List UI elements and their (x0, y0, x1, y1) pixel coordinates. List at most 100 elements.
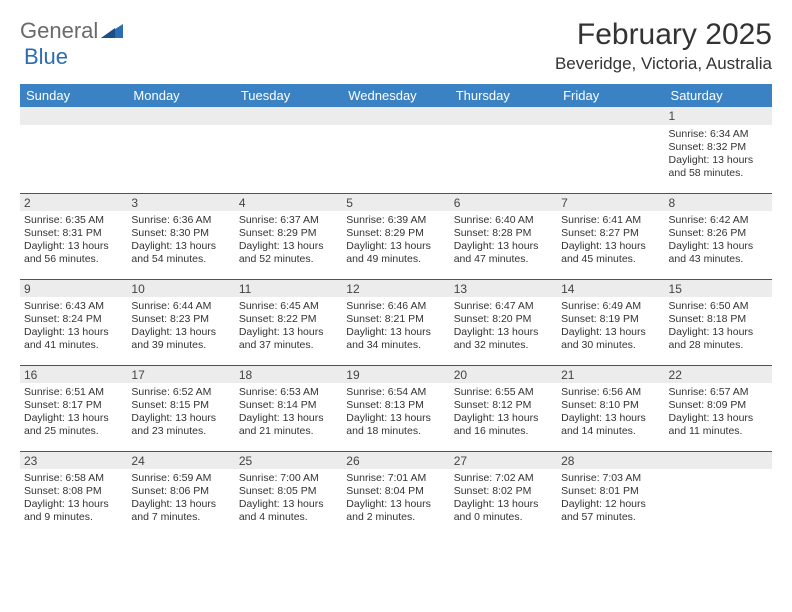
sunset-text: Sunset: 8:29 PM (346, 227, 445, 240)
day-number: 5 (342, 193, 449, 211)
sunrise-text: Sunrise: 6:45 AM (239, 300, 338, 313)
sunset-text: Sunset: 8:15 PM (131, 399, 230, 412)
day-details (450, 125, 557, 132)
calendar-cell: 1Sunrise: 6:34 AMSunset: 8:32 PMDaylight… (665, 107, 772, 193)
day-details (557, 125, 664, 132)
day-details: Sunrise: 6:35 AMSunset: 8:31 PMDaylight:… (20, 211, 127, 271)
day-number: 6 (450, 193, 557, 211)
sunrise-text: Sunrise: 6:58 AM (24, 472, 123, 485)
sunset-text: Sunset: 8:30 PM (131, 227, 230, 240)
sunrise-text: Sunrise: 6:50 AM (669, 300, 768, 313)
col-sunday: Sunday (20, 84, 127, 107)
calendar-cell: 15Sunrise: 6:50 AMSunset: 8:18 PMDayligh… (665, 279, 772, 365)
calendar-cell: 27Sunrise: 7:02 AMSunset: 8:02 PMDayligh… (450, 451, 557, 537)
calendar-body: 1Sunrise: 6:34 AMSunset: 8:32 PMDaylight… (20, 107, 772, 537)
daylight-text: Daylight: 13 hours and 28 minutes. (669, 326, 768, 352)
sunset-text: Sunset: 8:28 PM (454, 227, 553, 240)
day-number: 19 (342, 365, 449, 383)
day-details: Sunrise: 7:02 AMSunset: 8:02 PMDaylight:… (450, 469, 557, 529)
day-details: Sunrise: 6:51 AMSunset: 8:17 PMDaylight:… (20, 383, 127, 443)
sunrise-text: Sunrise: 6:34 AM (669, 128, 768, 141)
day-details: Sunrise: 6:59 AMSunset: 8:06 PMDaylight:… (127, 469, 234, 529)
sunrise-text: Sunrise: 6:46 AM (346, 300, 445, 313)
day-details: Sunrise: 6:49 AMSunset: 8:19 PMDaylight:… (557, 297, 664, 357)
day-details: Sunrise: 6:40 AMSunset: 8:28 PMDaylight:… (450, 211, 557, 271)
day-details: Sunrise: 6:46 AMSunset: 8:21 PMDaylight:… (342, 297, 449, 357)
day-number (127, 107, 234, 125)
day-number: 4 (235, 193, 342, 211)
logo-text-1: General (20, 18, 98, 44)
calendar-cell: 19Sunrise: 6:54 AMSunset: 8:13 PMDayligh… (342, 365, 449, 451)
day-details: Sunrise: 6:42 AMSunset: 8:26 PMDaylight:… (665, 211, 772, 271)
sunrise-text: Sunrise: 6:52 AM (131, 386, 230, 399)
day-number: 7 (557, 193, 664, 211)
calendar-cell: 24Sunrise: 6:59 AMSunset: 8:06 PMDayligh… (127, 451, 234, 537)
title-block: February 2025 Beveridge, Victoria, Austr… (555, 18, 772, 74)
daylight-text: Daylight: 13 hours and 21 minutes. (239, 412, 338, 438)
daylight-text: Daylight: 13 hours and 23 minutes. (131, 412, 230, 438)
day-number: 21 (557, 365, 664, 383)
daylight-text: Daylight: 13 hours and 58 minutes. (669, 154, 768, 180)
day-details (235, 125, 342, 132)
calendar-cell (235, 107, 342, 193)
daylight-text: Daylight: 13 hours and 2 minutes. (346, 498, 445, 524)
day-number: 13 (450, 279, 557, 297)
sunset-text: Sunset: 8:32 PM (669, 141, 768, 154)
day-number: 12 (342, 279, 449, 297)
sunrise-text: Sunrise: 7:00 AM (239, 472, 338, 485)
col-thursday: Thursday (450, 84, 557, 107)
day-number (342, 107, 449, 125)
sunset-text: Sunset: 8:09 PM (669, 399, 768, 412)
daylight-text: Daylight: 13 hours and 32 minutes. (454, 326, 553, 352)
calendar-cell: 28Sunrise: 7:03 AMSunset: 8:01 PMDayligh… (557, 451, 664, 537)
sunrise-text: Sunrise: 7:02 AM (454, 472, 553, 485)
sunset-text: Sunset: 8:04 PM (346, 485, 445, 498)
calendar-row: 1Sunrise: 6:34 AMSunset: 8:32 PMDaylight… (20, 107, 772, 193)
sunrise-text: Sunrise: 6:36 AM (131, 214, 230, 227)
sunset-text: Sunset: 8:08 PM (24, 485, 123, 498)
logo-triangle-icon (101, 18, 123, 44)
day-details: Sunrise: 6:52 AMSunset: 8:15 PMDaylight:… (127, 383, 234, 443)
daylight-text: Daylight: 13 hours and 30 minutes. (561, 326, 660, 352)
day-number: 27 (450, 451, 557, 469)
calendar-table: Sunday Monday Tuesday Wednesday Thursday… (20, 84, 772, 537)
day-number: 2 (20, 193, 127, 211)
calendar-cell: 4Sunrise: 6:37 AMSunset: 8:29 PMDaylight… (235, 193, 342, 279)
day-details: Sunrise: 6:34 AMSunset: 8:32 PMDaylight:… (665, 125, 772, 185)
sunset-text: Sunset: 8:20 PM (454, 313, 553, 326)
day-number: 22 (665, 365, 772, 383)
sunset-text: Sunset: 8:26 PM (669, 227, 768, 240)
sunset-text: Sunset: 8:12 PM (454, 399, 553, 412)
day-number: 3 (127, 193, 234, 211)
sunrise-text: Sunrise: 6:56 AM (561, 386, 660, 399)
calendar-cell: 21Sunrise: 6:56 AMSunset: 8:10 PMDayligh… (557, 365, 664, 451)
day-number: 9 (20, 279, 127, 297)
day-number: 1 (665, 107, 772, 125)
sunset-text: Sunset: 8:21 PM (346, 313, 445, 326)
day-details: Sunrise: 7:01 AMSunset: 8:04 PMDaylight:… (342, 469, 449, 529)
sunset-text: Sunset: 8:17 PM (24, 399, 123, 412)
calendar-cell: 14Sunrise: 6:49 AMSunset: 8:19 PMDayligh… (557, 279, 664, 365)
calendar-cell: 5Sunrise: 6:39 AMSunset: 8:29 PMDaylight… (342, 193, 449, 279)
day-number (557, 107, 664, 125)
daylight-text: Daylight: 13 hours and 52 minutes. (239, 240, 338, 266)
col-monday: Monday (127, 84, 234, 107)
daylight-text: Daylight: 13 hours and 0 minutes. (454, 498, 553, 524)
daylight-text: Daylight: 13 hours and 37 minutes. (239, 326, 338, 352)
day-number: 24 (127, 451, 234, 469)
calendar-cell: 26Sunrise: 7:01 AMSunset: 8:04 PMDayligh… (342, 451, 449, 537)
sunset-text: Sunset: 8:05 PM (239, 485, 338, 498)
sunrise-text: Sunrise: 6:59 AM (131, 472, 230, 485)
calendar-cell: 9Sunrise: 6:43 AMSunset: 8:24 PMDaylight… (20, 279, 127, 365)
calendar-cell: 16Sunrise: 6:51 AMSunset: 8:17 PMDayligh… (20, 365, 127, 451)
calendar-cell: 11Sunrise: 6:45 AMSunset: 8:22 PMDayligh… (235, 279, 342, 365)
daylight-text: Daylight: 13 hours and 34 minutes. (346, 326, 445, 352)
col-wednesday: Wednesday (342, 84, 449, 107)
daylight-text: Daylight: 13 hours and 4 minutes. (239, 498, 338, 524)
calendar-cell: 22Sunrise: 6:57 AMSunset: 8:09 PMDayligh… (665, 365, 772, 451)
sunset-text: Sunset: 8:19 PM (561, 313, 660, 326)
sunrise-text: Sunrise: 6:53 AM (239, 386, 338, 399)
sunrise-text: Sunrise: 6:55 AM (454, 386, 553, 399)
daylight-text: Daylight: 13 hours and 54 minutes. (131, 240, 230, 266)
calendar-cell: 23Sunrise: 6:58 AMSunset: 8:08 PMDayligh… (20, 451, 127, 537)
